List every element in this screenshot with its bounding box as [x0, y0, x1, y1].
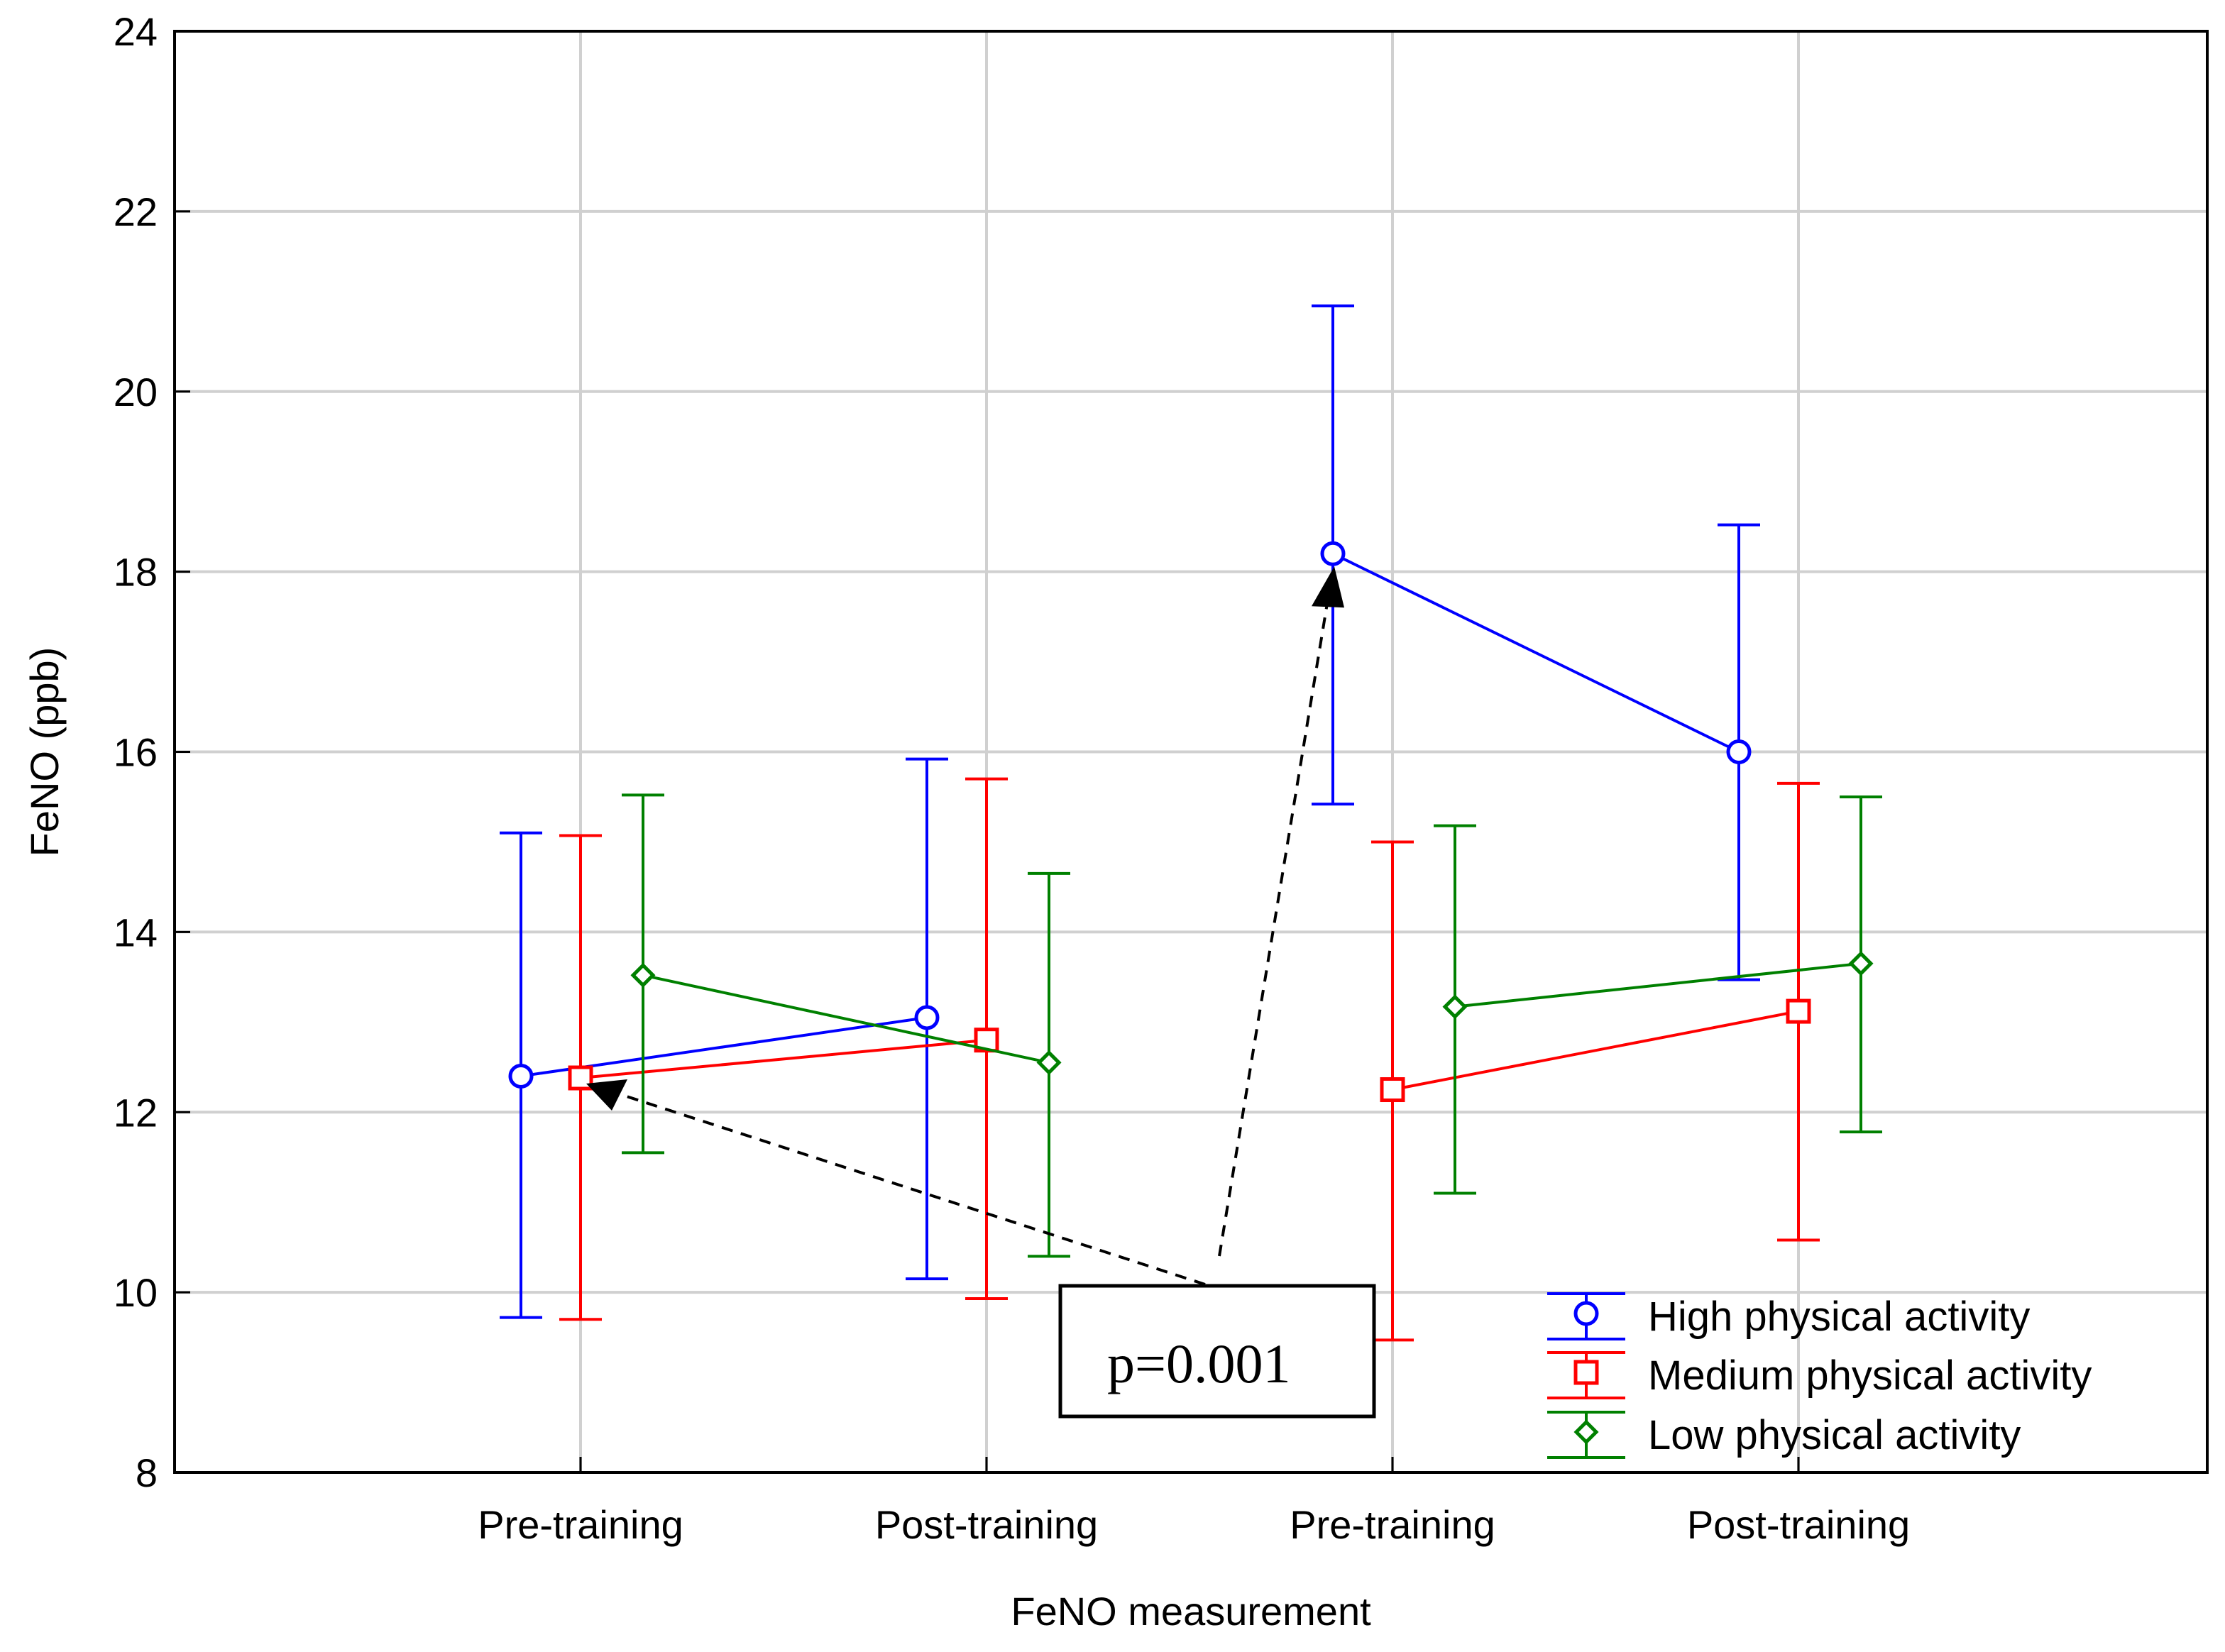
series-line	[1392, 1010, 1799, 1091]
annotation-p-value: p=0.001	[1107, 1333, 1291, 1394]
x-tick-label: Post-training	[875, 1502, 1098, 1547]
annotation-arrowhead	[1312, 566, 1344, 608]
series-2	[559, 777, 1820, 1342]
y-tick-label: 22	[114, 189, 158, 234]
data-point	[1786, 998, 1811, 1024]
legend-marker	[1573, 1419, 1599, 1445]
annotation-arrowhead	[586, 1079, 627, 1111]
axes: 8 10 12 14 16 18 20 22 24 Pre-training Post-traini…	[22, 9, 2209, 1634]
data-point	[1442, 994, 1468, 1020]
x-axis-title: FeNO measurement	[1011, 1589, 1371, 1634]
annotation: p=0.001	[586, 566, 1376, 1419]
y-tick-label: 14	[114, 910, 158, 954]
annotation-box	[1058, 1284, 1376, 1419]
series-1	[500, 304, 1760, 1319]
data-point	[914, 1005, 940, 1030]
series-line	[1454, 962, 1862, 1008]
y-tick-label: 20	[114, 370, 158, 414]
data-point	[1320, 541, 1346, 566]
legend-label: Low physical activity	[1648, 1412, 2021, 1458]
y-tick-label: 16	[114, 730, 158, 775]
x-tick-label: Pre-training	[478, 1502, 683, 1547]
data-point	[1726, 739, 1752, 764]
data-point	[1848, 951, 1874, 976]
legend-marker	[1573, 1360, 1599, 1385]
plot-frame	[173, 30, 2209, 1474]
series-line	[580, 1038, 987, 1080]
legend-marker	[1573, 1301, 1599, 1326]
data-point	[508, 1063, 534, 1089]
legend-label: Medium physical activity	[1648, 1353, 2092, 1399]
x-tick-label: Pre-training	[1290, 1502, 1495, 1547]
series-3	[622, 793, 1882, 1258]
legend-item-1: High physical activity	[1547, 1292, 2030, 1340]
series-line	[1332, 552, 1740, 754]
x-tick-label: Post-training	[1687, 1502, 1910, 1547]
legend-item-3: Low physical activity	[1547, 1411, 2021, 1459]
data-point	[1380, 1077, 1405, 1103]
annotation-arrow-line	[604, 1088, 1206, 1286]
y-tick-label: 8	[136, 1450, 158, 1495]
series-line	[642, 974, 1050, 1064]
y-tick-label: 24	[114, 9, 158, 54]
data-point	[630, 962, 656, 988]
series	[500, 304, 1882, 1342]
y-tick-label: 18	[114, 550, 158, 595]
data-point	[1036, 1050, 1062, 1075]
y-tick-label: 10	[114, 1270, 158, 1315]
y-axis-title: FeNO (ppb)	[22, 647, 67, 857]
y-tick-label: 12	[114, 1090, 158, 1135]
annotation-arrow-line	[1218, 594, 1330, 1257]
legend-label: High physical activity	[1648, 1294, 2030, 1340]
legend-item-2: Medium physical activity	[1547, 1351, 2092, 1399]
legend: High physical activity Medium physical ac…	[1547, 1292, 2092, 1459]
grid-lines	[175, 31, 2207, 1472]
